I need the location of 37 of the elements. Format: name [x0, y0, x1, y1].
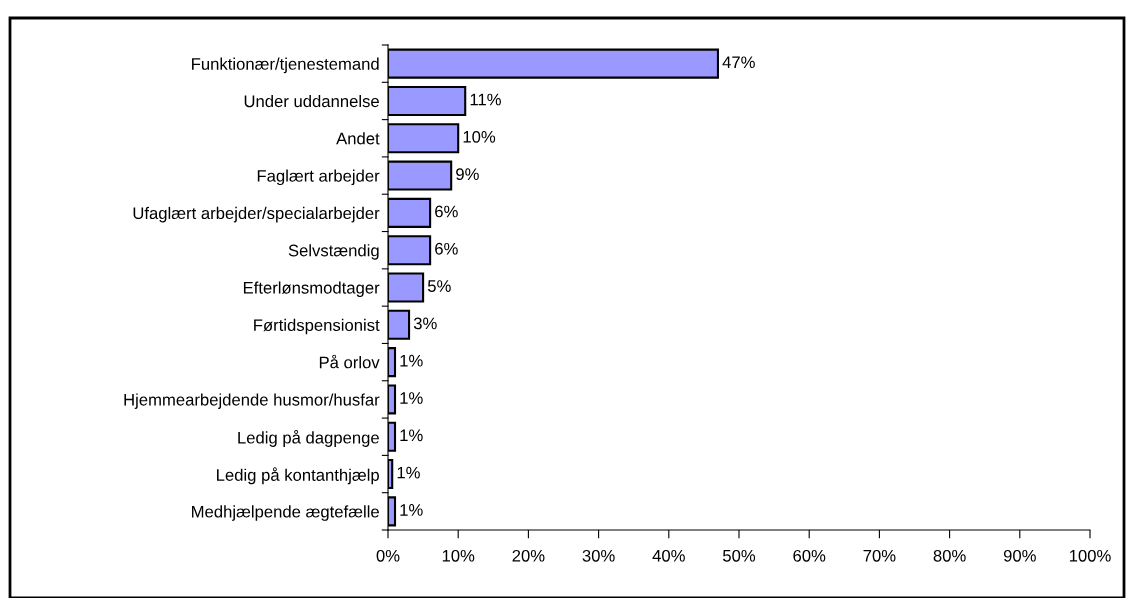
y-tick-label: Faglært arbejder [257, 169, 380, 186]
x-tick-label: 90% [1003, 549, 1036, 562]
y-tick-label: Ledig på kontanthjælp [217, 467, 379, 485]
data-label: 1% [400, 429, 423, 442]
y-tick-label: Ufaglært arbejder/specialarbejder [133, 206, 380, 223]
data-label: 1% [400, 392, 423, 404]
x-tick-label: 40% [652, 549, 685, 562]
data-label: 11% [470, 93, 501, 106]
y-tick-label: Selvstændig [288, 244, 379, 260]
x-tick-label: 0% [376, 549, 400, 562]
y-tick-label: Hjemmearbejdende husmor/husfar [124, 393, 380, 409]
x-tick-label: 60% [793, 549, 826, 562]
data-label: 9% [456, 168, 479, 181]
data-label: 5% [427, 280, 451, 292]
x-tick-label: 10% [442, 549, 475, 562]
x-tick-label: 100% [1069, 549, 1111, 562]
data-label: 47% [722, 56, 755, 69]
y-tick-label: Under uddannelse [244, 94, 379, 108]
y-tick-label: Andet [336, 132, 380, 145]
data-label: 1% [400, 504, 423, 516]
x-tick-label: 80% [933, 549, 966, 562]
y-tick-label: Førtidspensionist [254, 318, 380, 335]
y-tick-label: Funktionær/tjenestemand [192, 57, 379, 74]
data-label: 1% [400, 354, 423, 367]
y-tick-label: Ledig på dagpenge [238, 430, 379, 447]
x-tick-label: 20% [512, 549, 545, 562]
data-label: 3% [413, 317, 437, 330]
data-label: 6% [435, 242, 458, 255]
y-tick-label: Efterlønsmodtager [243, 281, 380, 297]
x-tick-label: 70% [863, 549, 896, 562]
x-tick-label: 30% [582, 549, 615, 562]
data-label: 6% [435, 205, 458, 218]
data-label: 10% [463, 130, 496, 143]
y-tick-label: På orlov [319, 354, 380, 369]
data-label: 1% [397, 466, 420, 479]
x-tick-label: 50% [722, 549, 756, 562]
y-tick-label: Medhjælpende ægtefælle [192, 505, 379, 521]
